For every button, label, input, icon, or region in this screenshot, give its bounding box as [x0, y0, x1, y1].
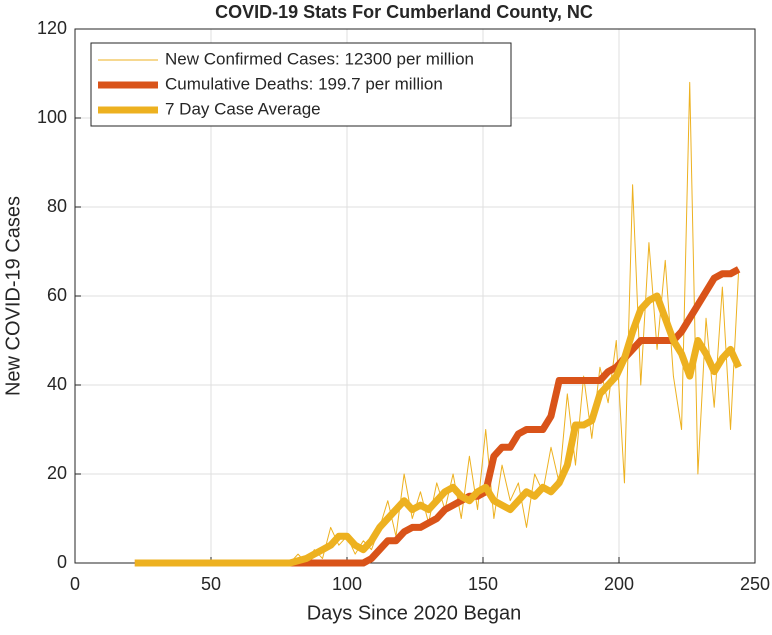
x-tick-label: 250 — [740, 574, 770, 594]
chart-title: COVID-19 Stats For Cumberland County, NC — [215, 2, 593, 22]
legend-label: Cumulative Deaths: 199.7 per million — [165, 74, 443, 93]
x-tick-label: 50 — [201, 574, 221, 594]
x-tick-label: 100 — [332, 574, 362, 594]
y-tick-label: 80 — [47, 196, 67, 216]
x-tick-label: 200 — [604, 574, 634, 594]
legend-box — [90, 42, 512, 127]
y-tick-label: 20 — [47, 463, 67, 483]
y-axis-label: New COVID-19 Cases — [2, 196, 24, 396]
y-tick-label: 100 — [37, 107, 67, 127]
series-line — [134, 292, 742, 567]
x-axis-label: Days Since 2020 Began — [307, 602, 522, 624]
legend-label: New Confirmed Cases: 12300 per million — [165, 49, 474, 68]
y-tick-label: 0 — [57, 552, 67, 572]
y-tick-label: 60 — [47, 285, 67, 305]
y-tick-label: 120 — [37, 18, 67, 38]
axes-box — [74, 28, 756, 564]
y-tick-label: 40 — [47, 374, 67, 394]
legend-label: 7 Day Case Average — [165, 99, 321, 118]
x-tick-label: 0 — [70, 574, 80, 594]
x-tick-label: 150 — [468, 574, 498, 594]
